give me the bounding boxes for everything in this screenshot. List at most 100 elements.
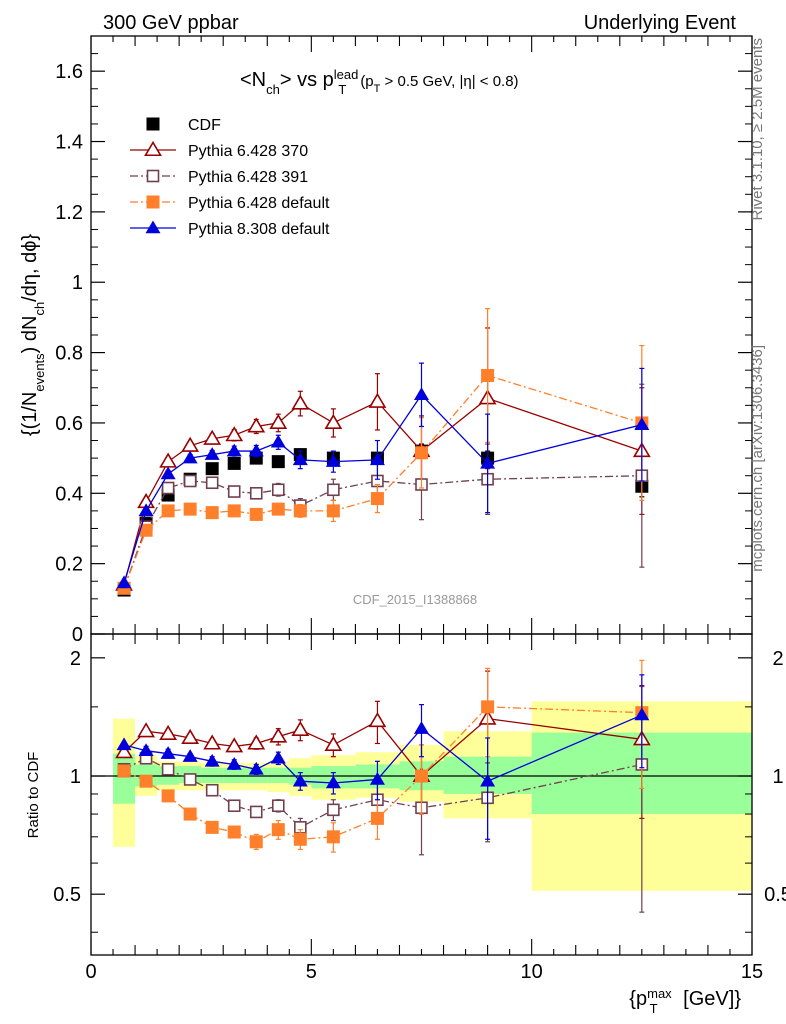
ratio-py6-default-point [183, 807, 197, 821]
main-py6-default-point [326, 504, 340, 518]
main-py6-default-point [205, 506, 219, 520]
main-py6-default-point [161, 504, 175, 518]
ratio-py6-391-point [183, 773, 197, 786]
ratio-py8-default-series [116, 674, 650, 840]
mcplots-label: mcplots.cern.ch [arXiv:1306.3436] [749, 345, 766, 572]
ratio-py8-default-point [270, 750, 286, 764]
main-py8-default-point [634, 417, 650, 430]
ratio-xlabel: {pmax T [GeV]} [629, 986, 741, 1016]
ratio-py6-370-point [324, 735, 343, 751]
ratio-py6-370-point [225, 737, 244, 753]
ratio-xtick-label: 0 [85, 961, 96, 983]
main-py8-default-point [182, 450, 198, 464]
legend-label: Pythia 6.428 391 [188, 169, 308, 186]
main-title: <Nch> vs plead T (pT > 0.5 GeV, |η| < 0.8) [240, 67, 519, 97]
main-py6-default-point [139, 523, 153, 537]
legend-entry-py8-default: Pythia 8.308 default [130, 220, 330, 238]
legend-entry-py6-370: Pythia 6.428 370 [130, 140, 308, 160]
legend: CDF Pythia 6.428 370 Pythia 6.428 391 Pythi… [130, 117, 330, 238]
main-ytick-label: 0.2 [55, 554, 83, 576]
main-py8-default-point [204, 447, 220, 460]
main-py8-default-point [414, 387, 429, 401]
main-py6-370-point [203, 429, 222, 445]
ratio-py8-default-point [292, 773, 308, 787]
main-py6-391-point [227, 485, 241, 498]
ratio-py6-default-point [117, 764, 131, 778]
ratio-ytick-label: 0.5 [53, 884, 81, 906]
main-ytick-label: 1.2 [55, 202, 83, 224]
ratio-py6-370-point [247, 734, 266, 750]
ratio-py6-370-point [159, 724, 178, 740]
ratio-xtick-label: 5 [306, 961, 317, 983]
ratio-py6-391-point [249, 805, 263, 819]
main-ytick-label: 0.6 [55, 413, 83, 435]
ratio-py8-default-point [325, 775, 341, 789]
main-py6-370-point [291, 394, 310, 410]
main-py6-370-point [225, 426, 244, 442]
main-py8-default-point [480, 455, 496, 469]
header-right: Underlying Event [584, 12, 737, 34]
main-py6-default-point [249, 507, 263, 521]
ratio-py6-391-point [271, 799, 285, 813]
ratio-py8-default-point [226, 756, 242, 770]
main-py8-default-series [116, 362, 650, 589]
ratio-py6-default-point [293, 832, 307, 846]
ratio-band-inner [201, 767, 224, 783]
ratio-py6-default-point [370, 811, 384, 825]
watermark: CDF_2015_I1388868 [353, 592, 477, 607]
main-cdf-series [117, 443, 649, 597]
ratio-ylabel: Ratio to CDF [25, 752, 42, 839]
ratio-ytick-label: 2 [70, 648, 81, 670]
ratio-py6-default-point [271, 823, 285, 837]
ratio-py6-default-point [249, 835, 263, 849]
ratio-py6-370-point [203, 734, 222, 750]
header-left: 300 GeV ppbar [103, 12, 239, 34]
main-py6-default-point [370, 492, 384, 506]
main-ytick-label: 0.4 [55, 483, 83, 505]
ratio-py6-370-point [368, 712, 387, 728]
main-py6-default-point [183, 502, 197, 516]
ratio-py6-default-point [161, 789, 175, 803]
ratio-py6-default-point [139, 774, 153, 788]
main-py6-370-point [269, 413, 288, 429]
ratio-py6-default-point [326, 830, 340, 844]
main-py6-370-point [247, 417, 266, 433]
ratio-py8-default-point [138, 743, 154, 756]
ratio-ytick-label-right: 2 [772, 648, 783, 670]
main-ytick-label: 1.4 [55, 132, 83, 154]
main-py8-default-point [248, 443, 264, 457]
ratio-py8-default-point [634, 707, 650, 721]
ratio-py6-391-point [205, 783, 219, 797]
ratio-py8-default-point [182, 749, 198, 762]
main-py6-391-point [271, 483, 285, 497]
legend-marker [146, 169, 160, 183]
rivet-label: Rivet 3.1.10, ≥ 2.5M events [749, 38, 766, 221]
main-py8-default-point [160, 466, 176, 480]
ratio-py8-default-point [480, 773, 496, 787]
ratio-py6-370-point [181, 728, 200, 745]
main-py8-default-point [226, 443, 242, 457]
main-py6-370-point [324, 413, 343, 429]
ratio-py8-default-point [116, 737, 132, 751]
main-ylabel: {(1/Nevents) dNch/dη, dϕ} [19, 234, 47, 437]
main-py8-default-point [270, 434, 286, 448]
ratio-py8-default-point [369, 771, 385, 785]
ratio-py6-370-point [137, 722, 155, 738]
main-py6-391-point [161, 481, 175, 495]
main-py6-default-point [415, 446, 428, 460]
main-py6-370-point [368, 392, 387, 408]
legend-marker [146, 117, 160, 131]
legend-label: Pythia 8.308 default [188, 221, 330, 238]
main-ytick-label: 1.6 [55, 61, 83, 83]
main-py8-default-point [116, 575, 132, 589]
ratio-ytick-label-right: 1 [772, 766, 783, 788]
ratio-py6-391-point [227, 799, 241, 813]
main-py8-default-point [138, 503, 154, 517]
legend-label: Pythia 6.428 default [188, 195, 330, 212]
main-py6-391-point [205, 476, 219, 490]
ratio-py6-370-point [269, 727, 288, 743]
ratio-band-inner [113, 753, 136, 804]
main-py6-default-point [271, 502, 285, 516]
main-cdf-point [271, 455, 285, 469]
